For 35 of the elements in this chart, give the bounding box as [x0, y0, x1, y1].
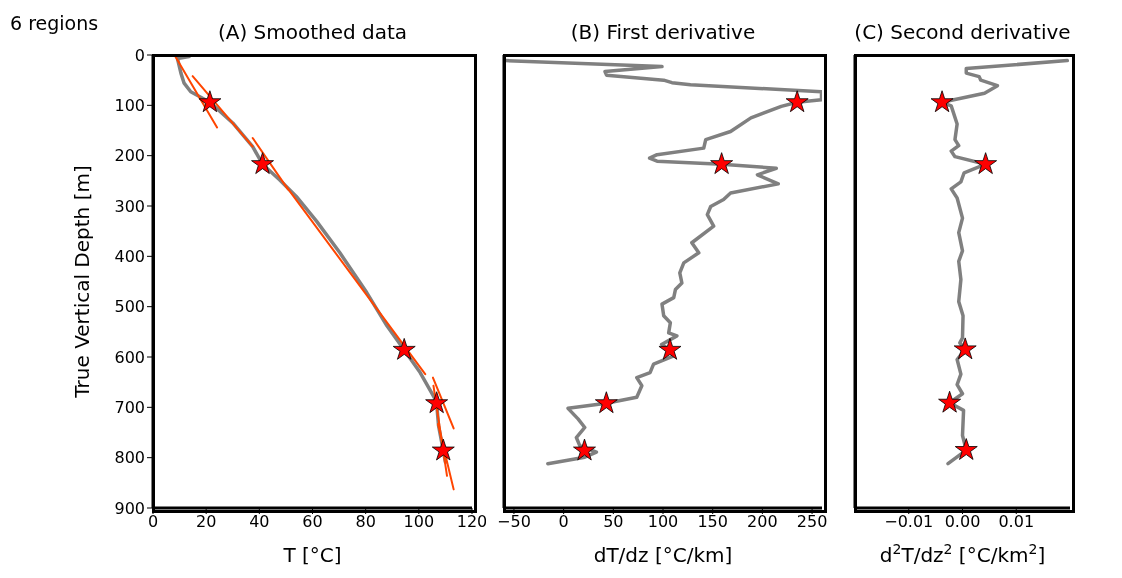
x-tick-label: 40 — [249, 512, 270, 532]
x-tick-label: 20 — [195, 512, 217, 532]
y-tick-label: 200 — [114, 146, 145, 166]
y-tick-label: 600 — [114, 347, 145, 367]
y-tick-label: 800 — [114, 448, 145, 468]
text: 6 regions — [10, 12, 99, 34]
x-tick-label: 0 — [558, 512, 569, 532]
y-tick-label: 500 — [114, 297, 145, 317]
x-tick-label: 250 — [796, 512, 828, 532]
x-axis-title: T [°C] — [282, 543, 342, 567]
x-tick-label: 0 — [147, 512, 159, 532]
x-tick-label: 80 — [355, 512, 376, 532]
y-axis-title: True Vertical Depth [m] — [70, 165, 94, 399]
y-tick-label: 900 — [114, 498, 145, 518]
x-tick-label: 0.00 — [944, 512, 981, 532]
x-axis-title: d$^{2}$T/dz$^{2}$ [°C/km$^{2}$] — [879, 541, 1046, 567]
chart-title: (B) First derivative — [570, 20, 756, 44]
x-tick-label: −50 — [497, 512, 531, 532]
x-tick-label: 200 — [747, 512, 778, 532]
chart-title: (A) Smoothed data — [216, 20, 409, 44]
x-tick-label: 150 — [697, 512, 728, 532]
x-tick-label: 120 — [456, 512, 488, 532]
x-tick-label: 60 — [302, 512, 323, 532]
y-tick-label: 700 — [114, 398, 145, 418]
y-tick-label: 100 — [114, 96, 145, 116]
x-axis-title: dT/dz [°C/km] — [593, 543, 733, 567]
x-tick-label: 100 — [403, 512, 435, 532]
y-tick-label: 0 — [134, 45, 145, 65]
y-tick-label: 300 — [114, 196, 145, 216]
x-tick-label: −0.01 — [884, 512, 934, 532]
x-tick-label: 0.01 — [998, 512, 1035, 532]
x-tick-label: 100 — [647, 512, 679, 532]
y-tick-label: 400 — [114, 247, 145, 267]
chart-title: (C) Second derivative — [853, 20, 1072, 44]
x-tick-label: 50 — [603, 512, 624, 532]
